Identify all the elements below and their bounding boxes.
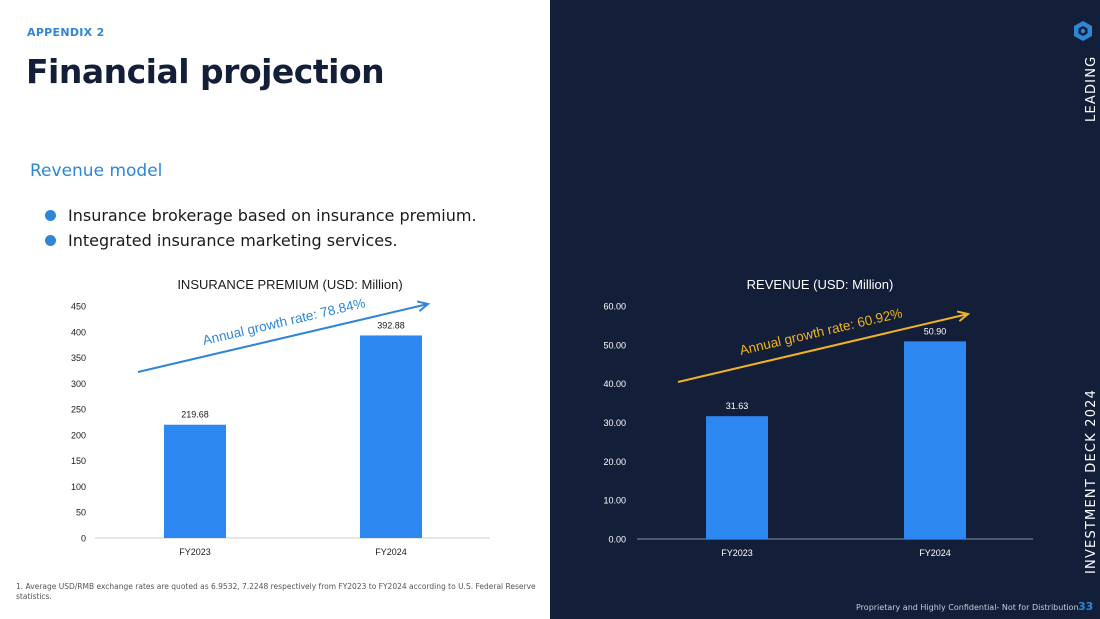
- growth-arrow-head-icon: [956, 310, 971, 322]
- bar-value-label: 219.68: [181, 410, 209, 420]
- sidebar-label-leading: LEADING: [1084, 55, 1099, 122]
- confidential-notice: Proprietary and Highly Confidential- Not…: [856, 603, 1079, 612]
- growth-rate-annotation: Annual growth rate: 78.84%: [201, 295, 367, 348]
- y-tick-label: 350: [71, 353, 86, 363]
- y-tick-label: 50.00: [603, 340, 626, 350]
- y-tick-label: 30.00: [603, 418, 626, 428]
- y-tick-label: 100: [71, 482, 86, 492]
- bar: [706, 416, 768, 539]
- sidebar-label-deck: INVESTMENT DECK 2024: [1084, 388, 1099, 574]
- hexagon-logo-icon: [1074, 21, 1092, 41]
- growth-arrow-line: [137, 303, 429, 373]
- y-tick-label: 0.00: [608, 535, 626, 545]
- y-tick-label: 400: [71, 327, 86, 337]
- y-tick-label: 200: [71, 430, 86, 440]
- right-panel: REVENUE (USD: Million) 0.00 10.00 20.00 30.0…: [550, 0, 1100, 619]
- y-tick-label: 60.00: [603, 302, 626, 312]
- y-tick-label: 50: [76, 508, 86, 518]
- chart-title: INSURANCE PREMIUM (USD: Million): [177, 277, 402, 292]
- chart-title: REVENUE (USD: Million): [747, 277, 894, 292]
- y-tick-label: 10.00: [603, 496, 626, 506]
- footnote: 1. Average USD/RMB exchange rates are qu…: [16, 582, 536, 601]
- section-label: APPENDIX 2: [27, 26, 105, 39]
- page-title: Financial projection: [26, 52, 385, 91]
- x-tick-label: FY2023: [721, 548, 753, 558]
- revenue-chart: REVENUE (USD: Million) 0.00 10.00 20.00 30.0…: [603, 277, 1033, 558]
- y-tick-label: 300: [71, 379, 86, 389]
- bullet-dot-icon: [45, 210, 56, 221]
- y-tick-label: 0: [81, 534, 86, 544]
- y-tick-label: 150: [71, 456, 86, 466]
- bar: [904, 341, 966, 539]
- left-panel: APPENDIX 2 Financial projection Revenue …: [16, 26, 536, 601]
- bar: [360, 335, 422, 538]
- bullet-text: Integrated insurance marketing services.: [68, 231, 398, 250]
- growth-arrow-line: [677, 313, 969, 383]
- y-tick-label: 450: [71, 302, 86, 312]
- bullet-item: Insurance brokerage based on insurance p…: [45, 205, 477, 230]
- bar-value-label: 392.88: [377, 320, 405, 330]
- page-number: 33: [1078, 600, 1094, 613]
- y-tick-label: 250: [71, 405, 86, 415]
- bar-value-label: 31.63: [726, 401, 749, 411]
- growth-rate-annotation: Annual growth rate: 60.92%: [738, 305, 904, 358]
- bullet-item: Integrated insurance marketing services.: [45, 230, 477, 255]
- y-tick-label: 40.00: [603, 379, 626, 389]
- revenue-model-list: Insurance brokerage based on insurance p…: [45, 205, 477, 255]
- bullet-dot-icon: [45, 235, 56, 246]
- x-tick-label: FY2024: [375, 547, 407, 557]
- bar-value-label: 50.90: [924, 326, 947, 336]
- growth-arrow-head-icon: [416, 300, 431, 312]
- bullet-text: Insurance brokerage based on insurance p…: [68, 206, 477, 225]
- x-tick-label: FY2023: [179, 547, 211, 557]
- revenue-model-heading: Revenue model: [30, 161, 163, 181]
- x-tick-label: FY2024: [919, 548, 951, 558]
- y-tick-label: 20.00: [603, 457, 626, 467]
- bar: [164, 424, 226, 538]
- insurance-premium-chart: INSURANCE PREMIUM (USD: Million) 0 50 100 15…: [71, 277, 490, 557]
